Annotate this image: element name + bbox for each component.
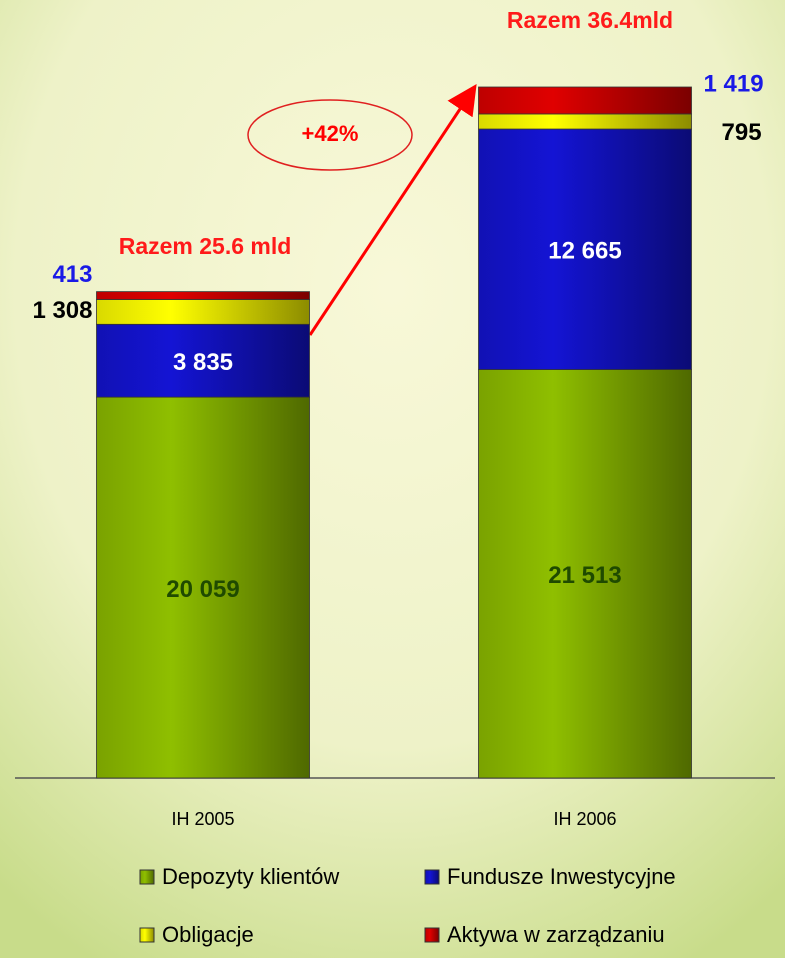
legend-swatch bbox=[139, 869, 155, 885]
bar-segment bbox=[96, 291, 310, 300]
bar-segment bbox=[96, 396, 310, 779]
legend-label: Fundusze Inwestycyjne bbox=[447, 864, 676, 889]
value-label: 21 513 bbox=[548, 562, 621, 589]
bar-segment bbox=[478, 113, 692, 130]
value-label: 20 059 bbox=[166, 576, 239, 603]
bar-segment bbox=[96, 323, 310, 398]
value-label: 1 308 bbox=[32, 297, 92, 324]
legend-label: Aktywa w zarządzaniu bbox=[447, 922, 665, 947]
bar-segment bbox=[478, 128, 692, 370]
value-label: 1 419 bbox=[704, 70, 764, 97]
bar-segment bbox=[96, 299, 310, 325]
x-tick-label: IH 2006 bbox=[553, 809, 616, 829]
legend-swatch bbox=[424, 927, 440, 943]
value-label: 795 bbox=[722, 119, 762, 146]
growth-label: +42% bbox=[302, 121, 359, 146]
legend-swatch bbox=[424, 869, 440, 885]
bar-segment bbox=[478, 86, 692, 115]
growth-ellipse bbox=[247, 99, 413, 171]
bar-segment bbox=[478, 369, 692, 779]
total-label: Razem 36.4mld bbox=[507, 7, 673, 33]
legend-label: Obligacje bbox=[162, 922, 254, 947]
value-label: 12 665 bbox=[548, 238, 621, 265]
value-label: 3 835 bbox=[173, 349, 233, 376]
total-label: Razem 25.6 mld bbox=[119, 233, 292, 259]
value-label: 413 bbox=[52, 261, 92, 288]
growth-arrow bbox=[308, 84, 477, 336]
legend-label: Depozyty klientów bbox=[162, 864, 339, 889]
x-tick-label: IH 2005 bbox=[171, 809, 234, 829]
legend-swatch bbox=[139, 927, 155, 943]
